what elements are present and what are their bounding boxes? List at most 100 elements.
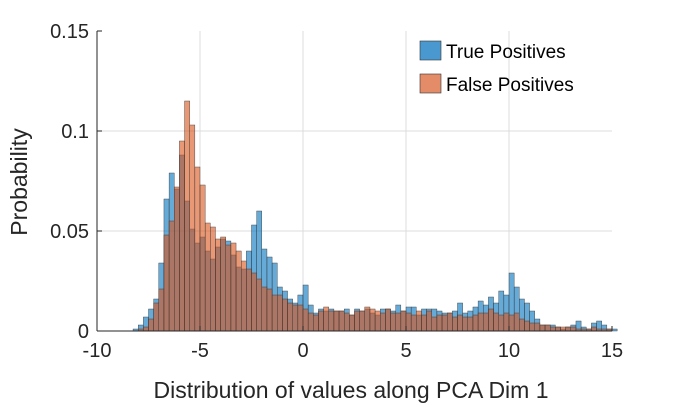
histogram-bar xyxy=(513,312,520,332)
histogram-bar xyxy=(302,308,309,332)
y-tick-label: 0 xyxy=(78,321,89,343)
histogram-bar xyxy=(168,220,175,332)
histogram-bar xyxy=(591,326,597,332)
histogram-bar xyxy=(405,312,412,332)
histogram-bar xyxy=(374,310,381,332)
histogram-bars xyxy=(132,100,618,332)
histogram-bar xyxy=(426,310,432,332)
histogram-bar xyxy=(266,288,273,332)
histogram-bar xyxy=(359,310,365,332)
histogram-bar xyxy=(503,312,510,332)
histogram-bar xyxy=(158,288,165,332)
x-tick-label: 5 xyxy=(400,340,411,362)
histogram-bar xyxy=(354,310,360,332)
x-tick-label: 15 xyxy=(601,340,623,362)
histogram-bar xyxy=(333,310,340,332)
histogram-bar xyxy=(338,310,345,332)
histogram-bar xyxy=(235,250,242,332)
histogram-bar xyxy=(194,166,201,332)
legend: True Positives False Positives xyxy=(419,40,574,96)
histogram-bar xyxy=(534,322,541,332)
histogram-bar xyxy=(385,308,391,332)
legend-label-false-positives: False Positives xyxy=(446,75,574,96)
histogram-bar xyxy=(369,308,376,332)
tick-labels: -10 -5 0 5 10 15 0 0.05 0.1 0.15 xyxy=(50,21,623,362)
histogram-bar xyxy=(313,314,319,332)
legend-swatch-false-positives xyxy=(419,73,442,94)
x-tick-label: 10 xyxy=(498,340,520,362)
histogram-bar xyxy=(287,302,293,332)
histogram-bar xyxy=(282,298,288,332)
histogram-bar xyxy=(277,294,283,332)
histogram-bar xyxy=(488,308,494,332)
histogram-bar xyxy=(307,312,314,332)
histogram-bar xyxy=(143,326,149,332)
histogram-bar xyxy=(436,314,443,332)
histogram-bar xyxy=(416,310,422,332)
histogram-bar xyxy=(431,316,438,332)
histogram-bar xyxy=(323,306,329,332)
y-axis-label: Probability xyxy=(6,128,32,236)
histogram-bar xyxy=(349,314,355,332)
x-tick-label: -5 xyxy=(191,340,209,362)
histogram-bar xyxy=(477,312,484,332)
histogram-bar xyxy=(148,318,154,332)
histogram-bar xyxy=(555,326,561,332)
histogram-bar xyxy=(472,314,479,332)
histogram-bar xyxy=(447,312,453,332)
histogram-bar xyxy=(498,314,505,332)
histogram-bar xyxy=(400,310,407,332)
histogram-bar xyxy=(318,310,324,332)
histogram-bar xyxy=(251,272,257,332)
histogram-bar xyxy=(256,278,262,332)
histogram-bar xyxy=(240,260,247,332)
y-tick-label: 0.15 xyxy=(50,21,89,43)
histogram-bar xyxy=(261,286,268,332)
histogram-bar xyxy=(225,244,232,332)
histogram-bar xyxy=(570,326,577,332)
histogram-bar xyxy=(519,318,525,332)
histogram-bar xyxy=(395,312,402,332)
histogram-bar xyxy=(421,314,427,332)
histogram-bar xyxy=(210,226,216,332)
histogram-bar xyxy=(508,314,515,332)
histogram-bar xyxy=(560,326,566,332)
histogram-bar xyxy=(153,302,159,332)
histogram-bar xyxy=(410,314,417,332)
histogram-bar xyxy=(199,184,206,332)
histogram-bar xyxy=(611,328,618,332)
histogram-bar xyxy=(292,304,299,332)
histogram-bar xyxy=(204,222,211,332)
histogram-bar xyxy=(483,312,489,332)
histogram-bar xyxy=(441,314,448,332)
histogram-bar xyxy=(163,234,170,332)
histogram-bar xyxy=(215,238,221,332)
histogram-bar xyxy=(524,320,530,332)
histogram-bar xyxy=(565,326,572,332)
histogram-bar xyxy=(344,312,350,332)
histogram-bar xyxy=(493,312,499,332)
histogram-bar xyxy=(230,242,237,332)
y-tick-label: 0.1 xyxy=(61,121,89,143)
histogram-bar xyxy=(452,316,458,332)
histogram-bar xyxy=(174,186,180,332)
axes xyxy=(96,30,613,332)
histogram-bar xyxy=(364,306,371,332)
histogram-bar xyxy=(271,294,278,332)
legend-label-true-positives: True Positives xyxy=(446,42,566,63)
x-tick-label: -10 xyxy=(83,340,112,362)
histogram-bar xyxy=(189,124,196,332)
x-tick-label: 0 xyxy=(297,340,308,362)
histogram-bar xyxy=(184,100,190,332)
histogram-bar xyxy=(457,314,463,332)
histogram-bar xyxy=(539,324,546,332)
histogram-bar xyxy=(328,310,335,332)
histogram-bar xyxy=(297,304,304,332)
histogram-bar xyxy=(467,316,474,332)
histogram-bar xyxy=(550,326,556,332)
y-tick-label: 0.05 xyxy=(50,221,89,243)
histogram-bar xyxy=(529,322,535,332)
legend-swatch-true-positives xyxy=(419,40,442,61)
histogram-bar xyxy=(462,316,468,332)
series-1 xyxy=(137,100,613,332)
